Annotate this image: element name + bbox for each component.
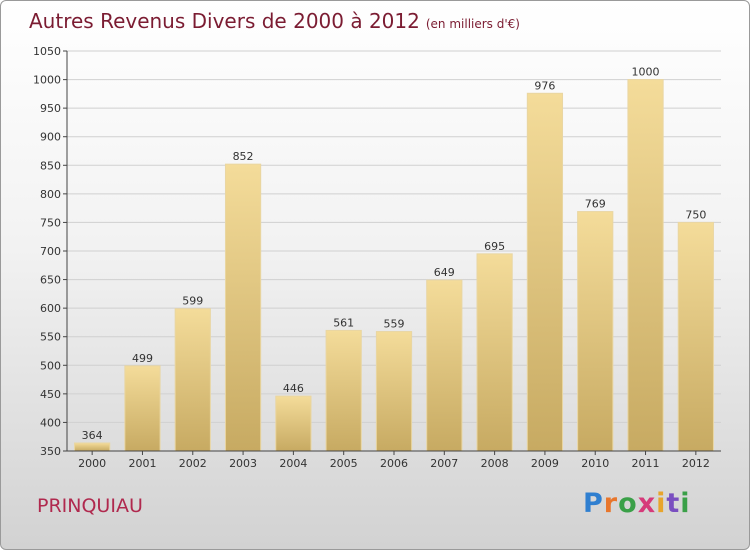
x-tick-label: 2003 (229, 457, 257, 470)
bar (375, 331, 413, 452)
x-tick-label: 2002 (179, 457, 207, 470)
y-tick-label: 450 (40, 388, 61, 401)
bars: 364 499 599 852 446 561 559 649 695 976 769 1000 750 (74, 66, 714, 452)
bar (677, 221, 714, 452)
bar (325, 329, 362, 452)
x-tick-label: 2012 (682, 457, 710, 470)
y-tick-label: 700 (40, 245, 61, 258)
bar (74, 442, 111, 452)
data-label: 559 (384, 318, 405, 331)
y-tick-label: 900 (40, 131, 61, 144)
axes: 350 400 450 500 550 600 650 700 750 800 850 900 950 1… (33, 45, 721, 470)
data-label: 364 (82, 429, 103, 442)
bar (577, 211, 614, 452)
logo-letter: P (583, 488, 604, 519)
y-tick-label: 600 (40, 302, 61, 315)
x-tick-label: 2008 (481, 457, 509, 470)
x-tick-label: 2005 (330, 457, 358, 470)
data-label: 1000 (632, 66, 660, 79)
y-tick-label: 1000 (33, 74, 61, 87)
x-tick-label: 2004 (279, 457, 307, 470)
logo-letter: r (603, 488, 619, 519)
y-tick-label: 800 (40, 188, 61, 201)
y-tick-label: 850 (40, 159, 61, 172)
y-tick-label: 350 (40, 445, 61, 458)
data-label: 695 (484, 240, 505, 253)
x-tick-label: 2007 (430, 457, 458, 470)
data-label: 976 (534, 79, 555, 92)
y-tick-label: 500 (40, 359, 61, 372)
y-tick-label: 750 (40, 216, 61, 229)
data-label: 561 (333, 316, 354, 329)
bar (124, 365, 161, 452)
logo-letter: i (680, 488, 691, 519)
logo-letter: o (618, 488, 638, 519)
proxiti-logo: Proxiti (583, 488, 691, 519)
y-tick-label: 400 (40, 416, 61, 429)
y-tick-label: 950 (40, 102, 61, 115)
x-tick-label: 2001 (128, 457, 156, 470)
x-tick-label: 2011 (632, 457, 660, 470)
x-tick-label: 2000 (78, 457, 106, 470)
y-tick-label: 650 (40, 274, 61, 287)
bar (476, 253, 513, 452)
data-label: 599 (182, 295, 203, 308)
bar (224, 163, 262, 452)
town-name: PRINQUIAU (37, 495, 143, 517)
data-label: 852 (233, 150, 254, 163)
y-tick-label: 550 (40, 331, 61, 344)
data-label: 649 (434, 266, 455, 279)
y-tick-label: 1050 (33, 45, 61, 58)
bar (526, 92, 564, 452)
data-label: 446 (283, 382, 304, 395)
chart-title: Autres Revenus Divers de 2000 à 2012 (en … (29, 9, 520, 33)
data-label: 499 (132, 352, 153, 365)
logo-letter: t (666, 488, 681, 519)
x-tick-label: 2006 (380, 457, 408, 470)
logo-letter: i (656, 488, 667, 519)
x-tick-label: 2009 (531, 457, 559, 470)
data-label: 769 (585, 198, 606, 211)
bar (275, 395, 312, 452)
bar (426, 279, 463, 452)
x-tick-label: 2010 (581, 457, 609, 470)
title-unit: (en milliers d'€) (425, 17, 520, 31)
logo-letter: x (637, 488, 657, 519)
data-label: 750 (685, 208, 706, 221)
bar (174, 308, 211, 452)
title-text: Autres Revenus Divers de 2000 à 2012 (29, 9, 420, 33)
bar (627, 79, 664, 452)
